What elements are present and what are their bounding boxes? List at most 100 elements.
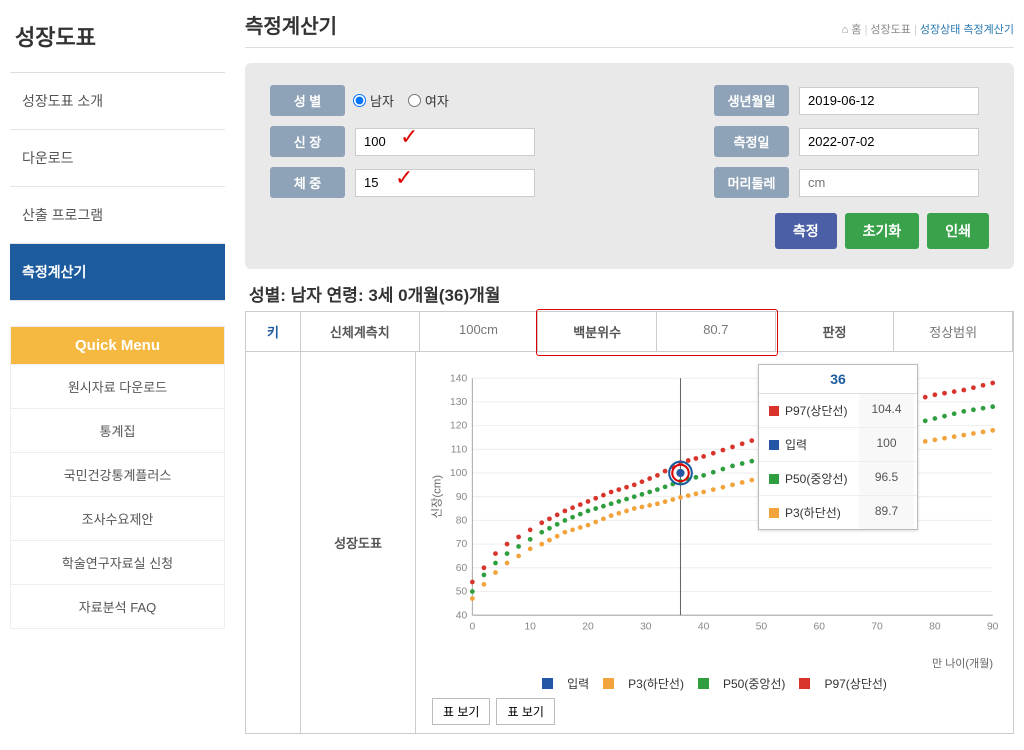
page-title: 측정계산기 (245, 10, 337, 39)
chart-tooltip: 36 P97(상단선)104.4입력100P50(중앙선)96.5P3(하단선)… (758, 364, 918, 530)
svg-text:80: 80 (456, 515, 468, 526)
result-row-header: 키 (246, 312, 301, 351)
quick-menu-item[interactable]: 통계집 (10, 409, 225, 453)
chart-section-label: 성장도표 (301, 352, 416, 733)
sidebar-nav-item[interactable]: 산출 프로그램 (10, 187, 225, 244)
weight-input[interactable] (355, 169, 535, 197)
tooltip-row: P97(상단선) 104.4 (759, 394, 917, 428)
svg-text:50: 50 (756, 622, 768, 633)
color-swatch (769, 474, 779, 484)
sidebar-nav-item[interactable]: 측정계산기 (10, 244, 225, 301)
birth-input[interactable] (799, 87, 979, 115)
svg-text:110: 110 (451, 444, 468, 455)
breadcrumb: 홈 성장도표 성장상태 측정계산기 (842, 21, 1014, 37)
label-head: 머리둘레 (714, 167, 789, 198)
radio-male[interactable] (353, 94, 366, 107)
tooltip-value: 104.4 (859, 394, 914, 427)
color-swatch (769, 508, 779, 518)
sidebar-nav-item[interactable]: 다운로드 (10, 130, 225, 187)
svg-text:70: 70 (871, 622, 883, 633)
quick-menu-item[interactable]: 학술연구자료실 신청 (10, 541, 225, 585)
input-form-panel: 성 별 남자 여자 생년월일 신 장 ✓ 측정일 체 중 (245, 63, 1014, 269)
legend-label: P50(중앙선) (723, 675, 785, 692)
measure-button[interactable]: 측정 (775, 213, 837, 249)
stat-measure-label: 신체계측치 (301, 312, 420, 351)
svg-text:20: 20 (582, 622, 594, 633)
radio-female-label[interactable]: 여자 (425, 91, 449, 110)
measure-date-input[interactable] (799, 128, 979, 156)
quick-menu-header: Quick Menu (10, 326, 225, 365)
quick-menu-item[interactable]: 국민건강통계플러스 (10, 453, 225, 497)
radio-female[interactable] (408, 94, 421, 107)
stat-percentile-label: 백분위수 (538, 312, 657, 351)
quick-menu-item[interactable]: 원시자료 다운로드 (10, 365, 225, 409)
tooltip-header: 36 (759, 365, 917, 394)
legend-label: P97(상단선) (824, 675, 886, 692)
svg-text:140: 140 (450, 373, 467, 384)
chart-legend: 입력 P3(하단선) P50(중앙선) P97(상단선) (426, 675, 1003, 692)
svg-text:10: 10 (524, 622, 536, 633)
label-weight: 체 중 (270, 167, 345, 198)
sex-radio-group: 남자 여자 (345, 91, 545, 110)
result-summary-title: 성별: 남자 연령: 3세 0개월(36)개월 (249, 281, 1014, 306)
svg-text:60: 60 (456, 563, 468, 574)
show-table-button[interactable]: 표 보기 (496, 698, 554, 725)
svg-text:100: 100 (450, 468, 467, 479)
quick-menu-item[interactable]: 자료분석 FAQ (10, 585, 225, 629)
svg-text:신장(cm): 신장(cm) (430, 475, 443, 519)
breadcrumb-part[interactable]: 성장도표 (870, 24, 910, 36)
tooltip-label: P97(상단선) (785, 402, 847, 419)
label-measure-date: 측정일 (714, 126, 789, 157)
tooltip-value: 96.5 (859, 462, 914, 495)
height-input[interactable] (355, 128, 535, 156)
tooltip-row: 입력 100 (759, 428, 917, 462)
color-swatch (769, 406, 779, 416)
head-input[interactable] (799, 169, 979, 197)
legend-label: 입력 (567, 675, 589, 692)
radio-male-label[interactable]: 남자 (370, 91, 394, 110)
svg-text:40: 40 (456, 610, 468, 621)
breadcrumb-home[interactable]: 홈 (842, 24, 862, 36)
sidebar-title: 성장도표 (10, 10, 225, 73)
svg-text:90: 90 (987, 622, 999, 633)
legend-swatch (799, 678, 810, 689)
form-buttons: 측정 초기화 인쇄 (270, 213, 989, 249)
tooltip-value: 100 (859, 428, 914, 461)
label-sex: 성 별 (270, 85, 345, 116)
tooltip-label: P3(하단선) (785, 504, 841, 521)
svg-text:0: 0 (469, 622, 475, 633)
label-birth: 생년월일 (714, 85, 789, 116)
svg-text:70: 70 (456, 539, 468, 550)
stat-judgement-value: 정상범위 (894, 312, 1013, 351)
color-swatch (769, 440, 779, 450)
legend-swatch (542, 678, 553, 689)
growth-chart: 4050607080901001101201301400102030405060… (416, 352, 1013, 733)
reset-button[interactable]: 초기화 (845, 213, 920, 249)
print-button[interactable]: 인쇄 (927, 213, 989, 249)
sidebar-nav-item[interactable]: 성장도표 소개 (10, 73, 225, 130)
tooltip-value: 89.7 (859, 496, 914, 529)
stat-measure-value: 100cm (420, 312, 539, 351)
svg-text:90: 90 (456, 492, 468, 503)
svg-text:130: 130 (450, 397, 467, 408)
stat-judgement-label: 판정 (776, 312, 895, 351)
svg-text:50: 50 (456, 587, 468, 598)
main-header: 측정계산기 홈 성장도표 성장상태 측정계산기 (245, 10, 1014, 48)
main-content: 측정계산기 홈 성장도표 성장상태 측정계산기 성 별 남자 여자 생년월일 신 (245, 10, 1014, 734)
quick-menu-item[interactable]: 조사수요제안 (10, 497, 225, 541)
legend-swatch (698, 678, 709, 689)
svg-text:80: 80 (929, 622, 941, 633)
breadcrumb-part[interactable]: 성장상태 측정계산기 (920, 24, 1014, 36)
svg-text:40: 40 (698, 622, 710, 633)
result-box: 키 신체계측치 100cm 백분위수 80.7 판정 정상범위 성장도표 (245, 311, 1014, 734)
tooltip-label: 입력 (785, 436, 807, 453)
tooltip-row: P3(하단선) 89.7 (759, 496, 917, 529)
svg-text:30: 30 (640, 622, 652, 633)
sidebar: 성장도표 성장도표 소개다운로드산출 프로그램측정계산기 Quick Menu … (10, 10, 225, 734)
show-table-button[interactable]: 표 보기 (432, 698, 490, 725)
label-height: 신 장 (270, 126, 345, 157)
legend-swatch (603, 678, 614, 689)
legend-label: P3(하단선) (628, 675, 684, 692)
tooltip-label: P50(중앙선) (785, 470, 847, 487)
x-axis-title: 만 나이(개월) (426, 655, 1003, 671)
